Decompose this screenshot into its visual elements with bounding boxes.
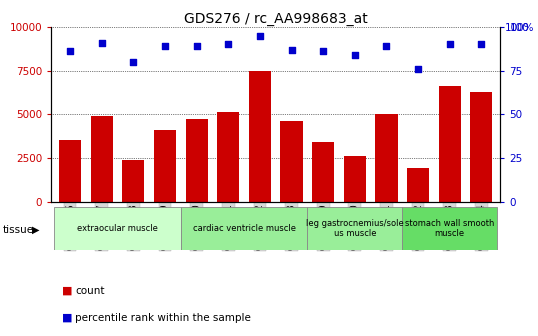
Bar (376, 114, 398, 202)
Bar (280, 121, 302, 202)
Bar (438, 86, 461, 202)
Bar (91, 116, 113, 202)
Bar (217, 113, 239, 202)
Text: ■: ■ (62, 286, 73, 296)
Bar (122, 160, 144, 202)
Point (414, 66, 422, 72)
Text: ▶: ▶ (32, 225, 40, 235)
Point (287, 47, 296, 52)
Point (319, 49, 328, 54)
Bar (186, 120, 208, 202)
Bar (59, 140, 81, 202)
Title: GDS276 / rc_AA998683_at: GDS276 / rc_AA998683_at (184, 12, 367, 26)
Text: percentile rank within the sample: percentile rank within the sample (75, 312, 251, 323)
Point (192, 43, 201, 49)
Point (129, 59, 138, 65)
Bar (154, 130, 176, 202)
Point (97, 40, 106, 45)
Text: extraocular muscle: extraocular muscle (77, 224, 158, 233)
Point (445, 42, 454, 47)
Text: ■: ■ (62, 312, 73, 323)
Point (351, 52, 359, 57)
Bar (344, 156, 366, 202)
Bar (249, 71, 271, 202)
Text: stomach wall smooth
muscle: stomach wall smooth muscle (405, 219, 494, 238)
Point (66, 49, 74, 54)
Bar (54, 207, 181, 250)
Text: leg gastrocnemius/sole
us muscle: leg gastrocnemius/sole us muscle (306, 219, 404, 238)
Bar (470, 91, 492, 202)
Y-axis label: 100%: 100% (505, 24, 534, 33)
Bar (307, 207, 402, 250)
Point (161, 43, 169, 49)
Point (256, 33, 264, 38)
Point (382, 43, 391, 49)
Bar (407, 168, 429, 202)
Point (224, 42, 232, 47)
Text: cardiac ventricle muscle: cardiac ventricle muscle (193, 224, 295, 233)
Bar (402, 207, 497, 250)
Text: tissue: tissue (3, 225, 34, 235)
Bar (181, 207, 307, 250)
Bar (312, 142, 334, 202)
Point (477, 42, 486, 47)
Text: count: count (75, 286, 105, 296)
